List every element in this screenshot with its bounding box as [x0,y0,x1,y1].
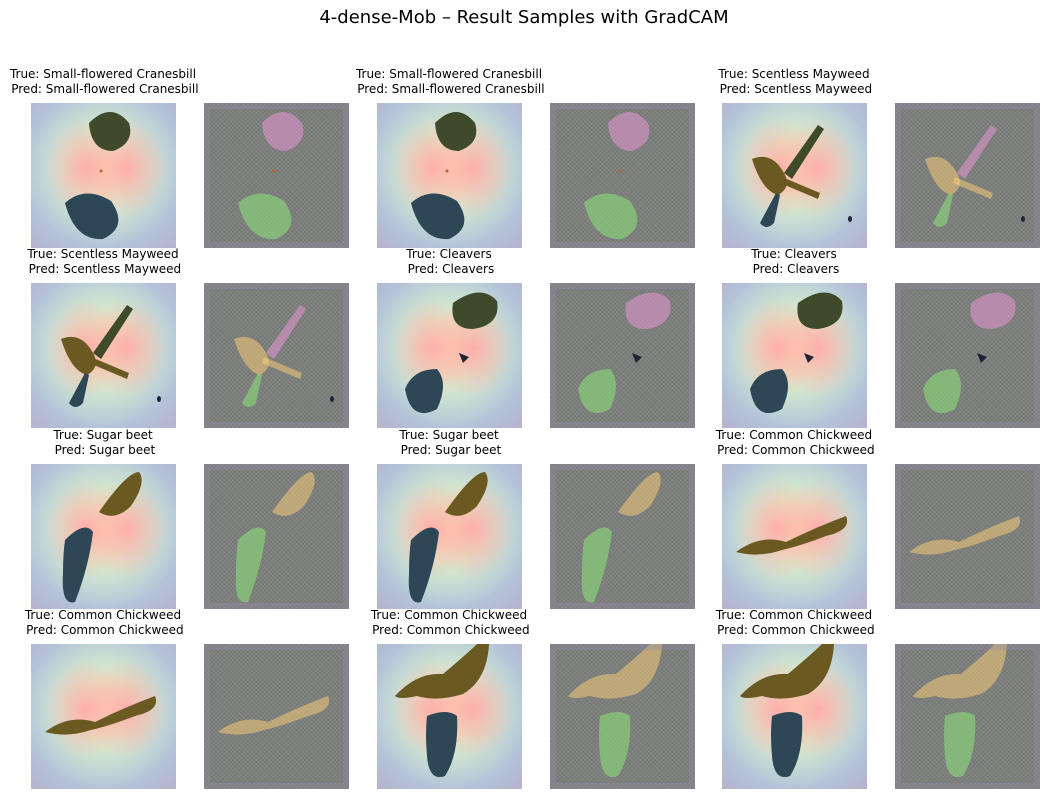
gradcam-heatmap [377,464,522,609]
guided-backprop-image [204,283,349,428]
sample-caption: True: Scentless Mayweed Pred: Scentless … [674,67,914,97]
pred-label: Pred: Small-flowered Cranesbill [353,82,545,96]
true-label: True: Scentless Mayweed [718,67,870,81]
sample-caption: True: Common Chickweed Pred: Common Chic… [674,428,914,458]
true-label: True: Scentless Mayweed [27,247,179,261]
pred-label: Pred: Small-flowered Cranesbill [7,82,199,96]
gradcam-overlay-image [377,283,522,428]
gradcam-heatmap [31,644,176,789]
true-label: True: Cleavers [406,247,492,261]
true-label: True: Small-flowered Cranesbill [355,67,543,81]
gradcam-overlay-image [31,644,176,789]
pred-label: Pred: Common Chickweed [22,623,184,637]
guided-backprop-image [204,644,349,789]
gradcam-overlay-image [722,283,867,428]
gradcam-overlay-image [377,103,522,248]
true-label: True: Common Chickweed [715,428,873,442]
guided-backprop-image [895,644,1040,789]
gradcam-overlay-image [31,283,176,428]
gradcam-heatmap [31,283,176,428]
gradcam-heatmap [31,464,176,609]
gradcam-overlay-image [722,103,867,248]
gradcam-overlay-image [722,464,867,609]
guided-backprop-image [550,464,695,609]
guided-backprop-image [895,103,1040,248]
sample-caption: True: Small-flowered Cranesbill Pred: Sm… [329,67,569,97]
gradcam-overlay-image [377,464,522,609]
sample-caption: True: Common Chickweed Pred: Common Chic… [0,608,223,638]
gradcam-heatmap [722,464,867,609]
sample-caption: True: Sugar beet Pred: Sugar beet [0,428,223,458]
true-label: True: Sugar beet [399,428,499,442]
sample-caption: True: Cleavers Pred: Cleavers [329,247,569,277]
pred-label: Pred: Common Chickweed [368,623,530,637]
sample-caption: True: Common Chickweed Pred: Common Chic… [329,608,569,638]
gradcam-heatmap [722,283,867,428]
sample-caption: True: Cleavers Pred: Cleavers [674,247,914,277]
figure-title: 4-dense-Mob – Result Samples with GradCA… [319,7,729,28]
pred-label: Pred: Common Chickweed [713,623,875,637]
guided-backprop-image [204,103,349,248]
sample-caption: True: Common Chickweed Pred: Common Chic… [674,608,914,638]
gradcam-overlay-image [31,103,176,248]
guided-backprop-image [550,283,695,428]
guided-backprop-image [550,644,695,789]
pred-label: Pred: Scentless Mayweed [715,82,873,96]
gradcam-overlay-image [31,464,176,609]
pred-label: Pred: Sugar beet [50,443,156,457]
sample-caption: True: Small-flowered Cranesbill Pred: Sm… [0,67,223,97]
guided-backprop-image [204,464,349,609]
true-label: True: Sugar beet [53,428,153,442]
guided-backprop-image [550,103,695,248]
pred-label: Pred: Sugar beet [396,443,502,457]
true-label: True: Common Chickweed [715,608,873,622]
gradcam-overlay-image [722,644,867,789]
pred-label: Pred: Cleavers [748,262,840,276]
pred-label: Pred: Common Chickweed [713,443,875,457]
gradcam-heatmap [722,103,867,248]
guided-backprop-image [895,283,1040,428]
pred-label: Pred: Scentless Mayweed [24,262,182,276]
true-label: True: Cleavers [751,247,837,261]
gradcam-overlay-image [377,644,522,789]
sample-caption: True: Scentless Mayweed Pred: Scentless … [0,247,223,277]
gradcam-heatmap [377,283,522,428]
sample-caption: True: Sugar beet Pred: Sugar beet [329,428,569,458]
true-label: True: Common Chickweed [24,608,182,622]
true-label: True: Common Chickweed [370,608,528,622]
guided-backprop-image [895,464,1040,609]
true-label: True: Small-flowered Cranesbill [9,67,197,81]
pred-label: Pred: Cleavers [403,262,495,276]
